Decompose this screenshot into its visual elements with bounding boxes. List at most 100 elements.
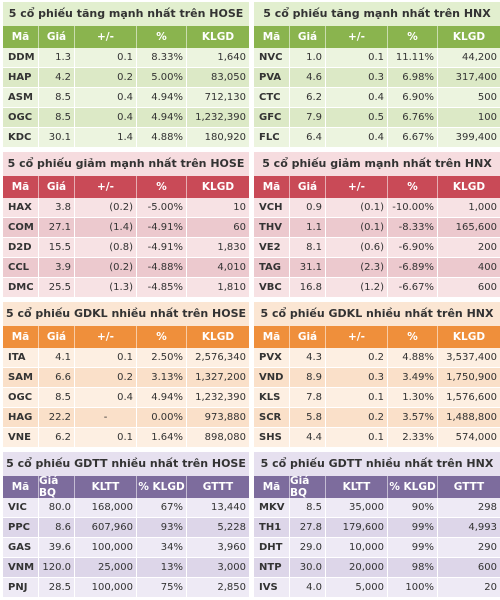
value-cell: 27.8 [290, 518, 326, 538]
value-cell: 34% [137, 538, 187, 558]
value-cell: 600 [438, 558, 500, 578]
value-cell: 5.8 [290, 408, 326, 428]
table-row: HAX 3.8 (0.2) -5.00% 10 [3, 198, 249, 218]
column-header: % [137, 326, 187, 348]
value-cell: 11.11% [388, 48, 438, 68]
value-cell: (1.4) [75, 218, 137, 238]
value-cell: 35,000 [326, 498, 388, 518]
value-cell: 4.88% [388, 348, 438, 368]
value-cell: 39.6 [39, 538, 75, 558]
value-cell: 0.3 [326, 68, 388, 88]
value-cell: 25.5 [39, 278, 75, 298]
table-row: DHT 29.0 10,000 99% 290 [254, 538, 500, 558]
ticker-cell: NTP [254, 558, 290, 578]
value-cell: 1,232,390 [187, 388, 249, 408]
value-cell: 4.6 [290, 68, 326, 88]
value-cell: (0.6) [326, 238, 388, 258]
ticker-cell: CTC [254, 88, 290, 108]
column-header: % KLGD [388, 476, 438, 498]
value-cell: 0.1 [75, 428, 137, 448]
value-cell: 5,000 [326, 578, 388, 598]
column-header: Mã [254, 26, 290, 48]
value-cell: 6.90% [388, 88, 438, 108]
value-cell: 99% [388, 538, 438, 558]
panel-gainers-hose: 5 cổ phiếu tăng mạnh nhất trên HOSE Mã Giá… [3, 2, 249, 148]
ticker-cell: MKV [254, 498, 290, 518]
value-cell: 8.5 [39, 108, 75, 128]
table-header: Mã Giá +/-% KLGD [3, 176, 249, 198]
table-row: HAP 4.2 0.2 5.00% 83,050 [3, 68, 249, 88]
value-cell: 31.1 [290, 258, 326, 278]
value-cell: 30.1 [39, 128, 75, 148]
ticker-cell: DDM [3, 48, 39, 68]
value-cell: (0.2) [75, 258, 137, 278]
value-cell: (2.3) [326, 258, 388, 278]
column-header: Mã [3, 26, 39, 48]
value-cell: 6.98% [388, 68, 438, 88]
panel-title: 5 cổ phiếu giảm mạnh nhất trên HOSE [3, 152, 249, 176]
table-row: GAS 39.6 100,000 34% 3,960 [3, 538, 249, 558]
ticker-cell: TH1 [254, 518, 290, 538]
column-header: % [388, 26, 438, 48]
value-cell: (1.3) [75, 278, 137, 298]
value-cell: 4.0 [290, 578, 326, 598]
value-cell: 0.3 [326, 368, 388, 388]
value-cell: 1.64% [137, 428, 187, 448]
table-row: PPC 8.6 607,960 93% 5,228 [3, 518, 249, 538]
value-cell: 3,000 [187, 558, 249, 578]
table-row: COM 27.1 (1.4) -4.91% 60 [3, 218, 249, 238]
value-cell: 607,960 [75, 518, 137, 538]
table-header: Mã Giá +/-% KLGD [254, 176, 500, 198]
value-cell: 165,600 [438, 218, 500, 238]
panel-title: 5 cổ phiếu GDTT nhiều nhất trên HNX [254, 452, 500, 476]
ticker-cell: HAP [3, 68, 39, 88]
value-cell: -4.91% [137, 218, 187, 238]
value-cell: 20,000 [326, 558, 388, 578]
value-cell: 1,750,900 [438, 368, 500, 388]
value-cell: 5.00% [137, 68, 187, 88]
value-cell: 67% [137, 498, 187, 518]
value-cell: (1.2) [326, 278, 388, 298]
ticker-cell: DMC [3, 278, 39, 298]
value-cell: 3.57% [388, 408, 438, 428]
value-cell: 4,010 [187, 258, 249, 278]
column-header: Giá [39, 326, 75, 348]
value-cell: 0.1 [75, 348, 137, 368]
ticker-cell: VE2 [254, 238, 290, 258]
value-cell: 28.5 [39, 578, 75, 598]
value-cell: 6.76% [388, 108, 438, 128]
column-header: +/- [326, 26, 388, 48]
table-row: VBC 16.8 (1.2) -6.67% 600 [254, 278, 500, 298]
value-cell: 1,327,200 [187, 368, 249, 388]
panel-title: 5 cổ phiếu GDTT nhiều nhất trên HOSE [3, 452, 249, 476]
value-cell: 44,200 [438, 48, 500, 68]
panel-gainers-hnx: 5 cổ phiếu tăng mạnh nhất trên HNX Mã Giá +… [254, 2, 500, 148]
value-cell: 179,600 [326, 518, 388, 538]
value-cell: 0.1 [326, 48, 388, 68]
panel-volume-hose: 5 cổ phiếu GDKL nhiều nhất trên HOSE Mã Gi… [3, 302, 249, 448]
value-cell: 4.94% [137, 108, 187, 128]
value-cell: 0.5 [326, 108, 388, 128]
column-header: % [388, 176, 438, 198]
ticker-cell: IVS [254, 578, 290, 598]
value-cell: 4.4 [290, 428, 326, 448]
table-row: VNM 120.0 25,000 13% 3,000 [3, 558, 249, 578]
ticker-cell: TAG [254, 258, 290, 278]
column-header: +/- [75, 326, 137, 348]
column-header: Giá [290, 176, 326, 198]
value-cell: 0.00% [137, 408, 187, 428]
value-cell: 25,000 [75, 558, 137, 578]
ticker-cell: KLS [254, 388, 290, 408]
value-cell: 0.2 [326, 348, 388, 368]
value-cell: 100% [388, 578, 438, 598]
value-cell: 30.0 [290, 558, 326, 578]
table-header: Mã Giá +/-% KLGD [254, 326, 500, 348]
value-cell: 100,000 [75, 578, 137, 598]
value-cell: 0.9 [290, 198, 326, 218]
ticker-cell: PNJ [3, 578, 39, 598]
table-row: KDC 30.1 1.4 4.88% 180,920 [3, 128, 249, 148]
value-cell: 399,400 [438, 128, 500, 148]
ticker-cell: ASM [3, 88, 39, 108]
value-cell: 6.4 [290, 128, 326, 148]
value-cell: 400 [438, 258, 500, 278]
